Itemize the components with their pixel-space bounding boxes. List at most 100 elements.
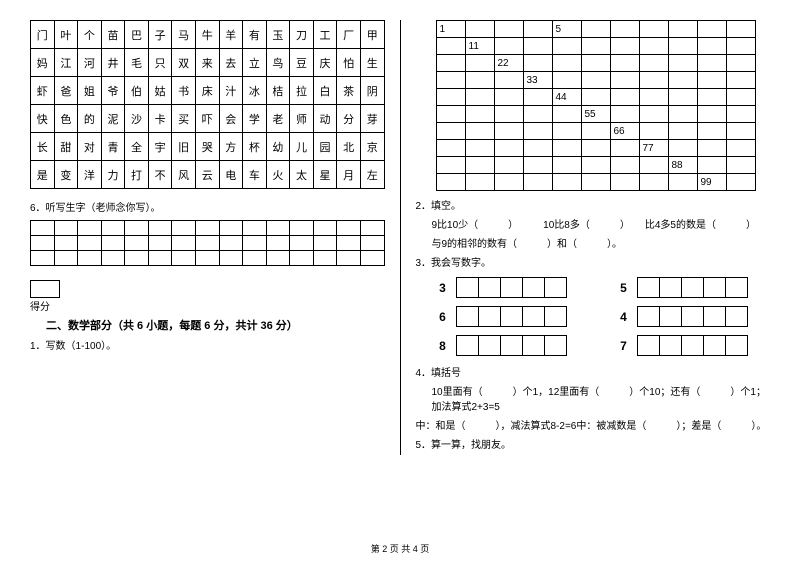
fill-cell <box>703 278 725 298</box>
num-cell <box>581 174 610 191</box>
char-cell: 变 <box>54 161 78 189</box>
fill-cell <box>456 307 478 327</box>
q2-3-label: 3．我会写数字。 <box>416 254 771 269</box>
num-cell <box>697 157 726 174</box>
blank-cell <box>219 221 243 236</box>
blank-cell <box>101 236 125 251</box>
num-cell <box>465 157 494 174</box>
char-cell: 不 <box>148 161 172 189</box>
num-cell <box>726 123 755 140</box>
fill-label: 5 <box>617 281 631 295</box>
num-cell <box>581 123 610 140</box>
num-cell <box>610 89 639 106</box>
num-cell <box>610 106 639 123</box>
char-cell: 是 <box>31 161 55 189</box>
char-cell: 马 <box>172 21 196 49</box>
num-cell <box>697 106 726 123</box>
num-cell <box>465 140 494 157</box>
num-cell <box>668 106 697 123</box>
num-cell <box>668 174 697 191</box>
num-cell <box>581 140 610 157</box>
num-cell <box>552 72 581 89</box>
char-cell: 幼 <box>266 133 290 161</box>
num-cell <box>552 157 581 174</box>
blank-cell <box>148 236 172 251</box>
q2-1-label: 1．写数（1-100）。 <box>30 337 385 352</box>
char-cell: 儿 <box>290 133 314 161</box>
char-cell: 江 <box>54 49 78 77</box>
num-cell <box>436 123 465 140</box>
num-cell <box>523 123 552 140</box>
num-cell <box>639 157 668 174</box>
char-cell: 青 <box>101 133 125 161</box>
blank-cell <box>337 221 361 236</box>
num-cell <box>610 174 639 191</box>
blank-cell <box>101 221 125 236</box>
num-cell <box>436 140 465 157</box>
char-cell: 虾 <box>31 77 55 105</box>
blank-cell <box>266 251 290 266</box>
char-cell: 有 <box>243 21 267 49</box>
blank-cell <box>54 251 78 266</box>
char-cell: 学 <box>243 105 267 133</box>
blank-cell <box>78 251 102 266</box>
char-cell: 生 <box>360 49 384 77</box>
fill-boxes <box>637 277 748 298</box>
fill-cell <box>659 278 681 298</box>
num-cell <box>726 21 755 38</box>
num-cell <box>581 89 610 106</box>
char-cell: 只 <box>148 49 172 77</box>
blank-cell <box>101 251 125 266</box>
fill-cell <box>725 278 747 298</box>
char-cell: 洋 <box>78 161 102 189</box>
fill-cell <box>725 336 747 356</box>
char-cell: 床 <box>195 77 219 105</box>
num-cell <box>436 72 465 89</box>
blank-cell <box>266 236 290 251</box>
num-cell <box>581 72 610 89</box>
char-cell: 汁 <box>219 77 243 105</box>
char-cell: 对 <box>78 133 102 161</box>
char-cell: 芽 <box>360 105 384 133</box>
blank-cell <box>172 221 196 236</box>
q2-2-label: 2．填空。 <box>416 197 771 212</box>
score-label: 得分 <box>30 302 50 313</box>
num-cell <box>552 123 581 140</box>
fill-boxes <box>456 335 567 356</box>
fill-cell <box>703 307 725 327</box>
char-cell: 井 <box>101 49 125 77</box>
char-cell: 沙 <box>125 105 149 133</box>
fill-boxes <box>637 306 748 327</box>
char-cell: 书 <box>172 77 196 105</box>
char-cell: 北 <box>337 133 361 161</box>
fill-cell <box>725 307 747 327</box>
char-cell: 茶 <box>337 77 361 105</box>
num-cell <box>697 123 726 140</box>
char-cell: 庆 <box>313 49 337 77</box>
blank-cell <box>54 221 78 236</box>
num-cell <box>494 140 523 157</box>
char-cell: 吓 <box>195 105 219 133</box>
char-cell: 牛 <box>195 21 219 49</box>
blank-cell <box>337 236 361 251</box>
fill-cell <box>456 336 478 356</box>
num-cell <box>494 89 523 106</box>
fill-cell <box>522 307 544 327</box>
num-cell: 55 <box>581 106 610 123</box>
char-cell: 爸 <box>54 77 78 105</box>
char-cell: 阴 <box>360 77 384 105</box>
num-cell <box>697 55 726 72</box>
char-cell: 师 <box>290 105 314 133</box>
num-cell <box>523 89 552 106</box>
num-cell <box>436 157 465 174</box>
char-cell: 鸟 <box>266 49 290 77</box>
num-cell <box>668 123 697 140</box>
num-cell <box>697 21 726 38</box>
dictation-grid <box>30 220 385 266</box>
num-cell <box>639 106 668 123</box>
num-cell: 1 <box>436 21 465 38</box>
blank-cell <box>313 251 337 266</box>
char-cell: 风 <box>172 161 196 189</box>
char-cell: 拉 <box>290 77 314 105</box>
num-cell: 88 <box>668 157 697 174</box>
